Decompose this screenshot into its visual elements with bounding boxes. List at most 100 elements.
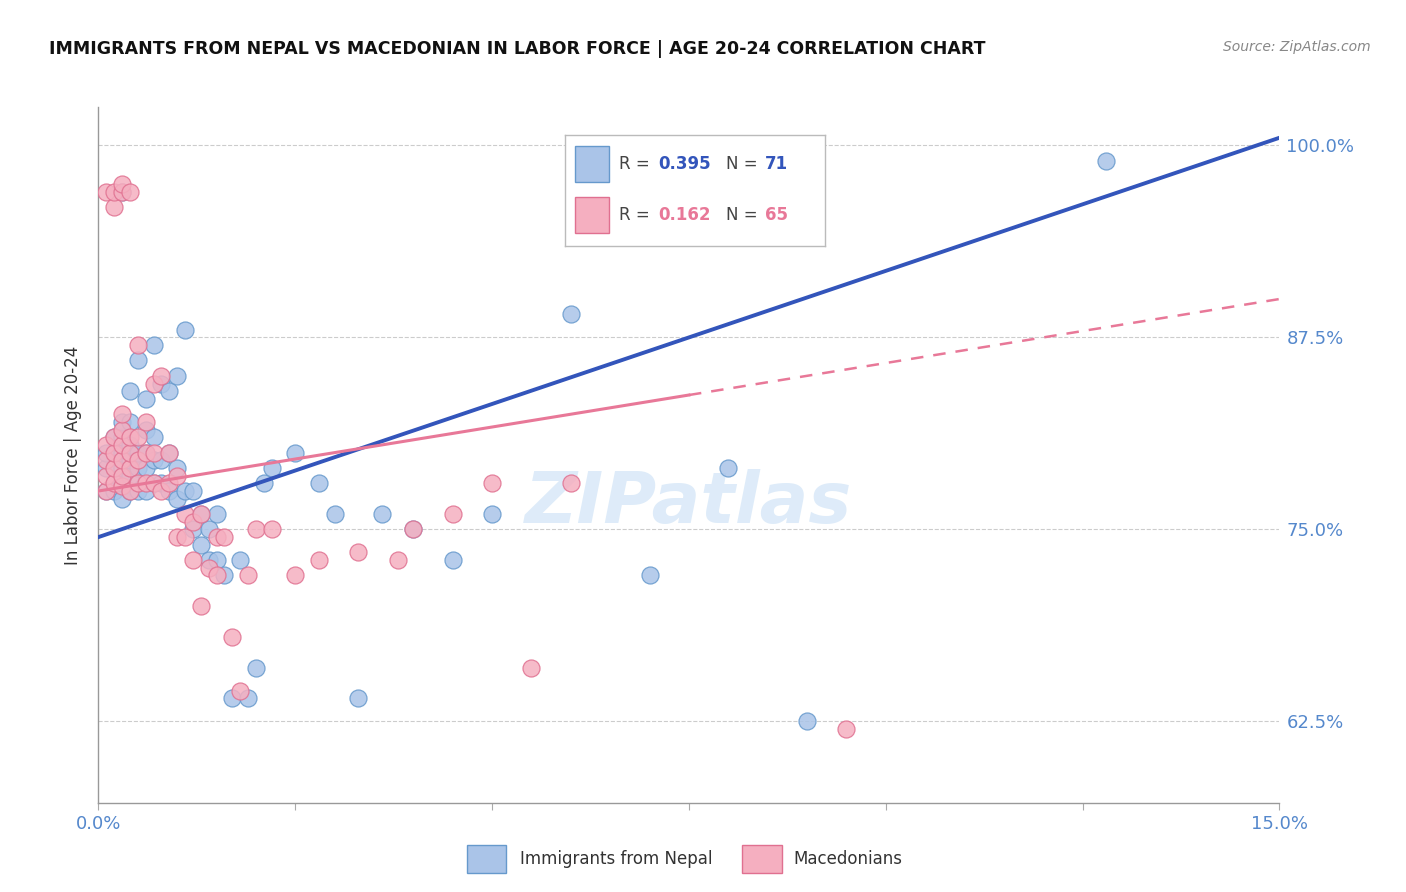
Point — [135, 483, 157, 498]
Point — [441, 507, 464, 521]
Point — [190, 599, 212, 614]
Point — [166, 461, 188, 475]
Point — [111, 430, 134, 444]
Text: ZIPatlas: ZIPatlas — [526, 469, 852, 538]
Point — [150, 376, 173, 391]
Point — [150, 453, 173, 467]
Point — [118, 415, 141, 429]
Point — [118, 483, 141, 498]
Point — [135, 461, 157, 475]
Point — [127, 353, 149, 368]
Point — [111, 423, 134, 437]
Bar — [742, 845, 782, 873]
Point — [111, 461, 134, 475]
Point — [181, 483, 204, 498]
Point — [205, 507, 228, 521]
Point — [111, 468, 134, 483]
Text: Source: ZipAtlas.com: Source: ZipAtlas.com — [1223, 40, 1371, 54]
Point — [111, 185, 134, 199]
Point — [214, 568, 236, 582]
Point — [221, 691, 243, 706]
Point — [127, 453, 149, 467]
Point — [717, 461, 740, 475]
Point — [96, 453, 118, 467]
Point — [111, 177, 134, 191]
Point — [205, 553, 228, 567]
Point — [96, 468, 118, 483]
Y-axis label: In Labor Force | Age 20-24: In Labor Force | Age 20-24 — [65, 345, 83, 565]
Point — [118, 461, 141, 475]
Point — [127, 338, 149, 352]
Point — [245, 523, 267, 537]
Point — [96, 461, 118, 475]
Point — [127, 445, 149, 459]
Point — [103, 476, 125, 491]
Point — [347, 545, 370, 559]
Point — [166, 368, 188, 383]
Point — [481, 476, 503, 491]
Point — [441, 553, 464, 567]
Text: IMMIGRANTS FROM NEPAL VS MACEDONIAN IN LABOR FORCE | AGE 20-24 CORRELATION CHART: IMMIGRANTS FROM NEPAL VS MACEDONIAN IN L… — [49, 40, 986, 58]
Point — [111, 453, 134, 467]
Point — [135, 415, 157, 429]
Point — [111, 415, 134, 429]
Point — [197, 561, 219, 575]
Point — [308, 553, 330, 567]
Point — [103, 200, 125, 214]
Point — [150, 368, 173, 383]
Point — [103, 430, 125, 444]
Point — [166, 530, 188, 544]
Point — [118, 445, 141, 459]
Point — [835, 722, 858, 736]
Point — [190, 507, 212, 521]
Point — [1095, 153, 1118, 168]
Point — [402, 523, 425, 537]
Point — [118, 453, 141, 467]
Point — [150, 476, 173, 491]
Point — [205, 530, 228, 544]
Point — [481, 507, 503, 521]
Point — [347, 691, 370, 706]
Point — [197, 523, 219, 537]
Point — [229, 553, 252, 567]
Point — [111, 479, 134, 493]
Point — [103, 461, 125, 475]
Point — [135, 445, 157, 459]
Point — [103, 430, 125, 444]
Bar — [467, 845, 506, 873]
Point — [402, 523, 425, 537]
Point — [181, 553, 204, 567]
Point — [157, 483, 180, 498]
Point — [236, 568, 259, 582]
Point — [103, 185, 125, 199]
Point — [371, 507, 394, 521]
Point — [142, 476, 165, 491]
Point — [135, 423, 157, 437]
Point — [166, 491, 188, 506]
Point — [142, 338, 165, 352]
Point — [157, 445, 180, 459]
Point — [118, 185, 141, 199]
Point — [638, 568, 661, 582]
Point — [157, 384, 180, 399]
Point — [127, 483, 149, 498]
Point — [96, 438, 118, 452]
Point — [118, 430, 141, 444]
Point — [135, 476, 157, 491]
Point — [111, 476, 134, 491]
Point — [142, 430, 165, 444]
Point — [214, 530, 236, 544]
Point — [118, 483, 141, 498]
Point — [96, 483, 118, 498]
Point — [118, 438, 141, 452]
Point — [103, 445, 125, 459]
Point — [127, 476, 149, 491]
Point — [387, 553, 409, 567]
Point — [166, 468, 188, 483]
Point — [150, 483, 173, 498]
Point — [111, 438, 134, 452]
Point — [181, 515, 204, 529]
Point — [103, 461, 125, 475]
Point — [127, 430, 149, 444]
Point — [284, 568, 307, 582]
